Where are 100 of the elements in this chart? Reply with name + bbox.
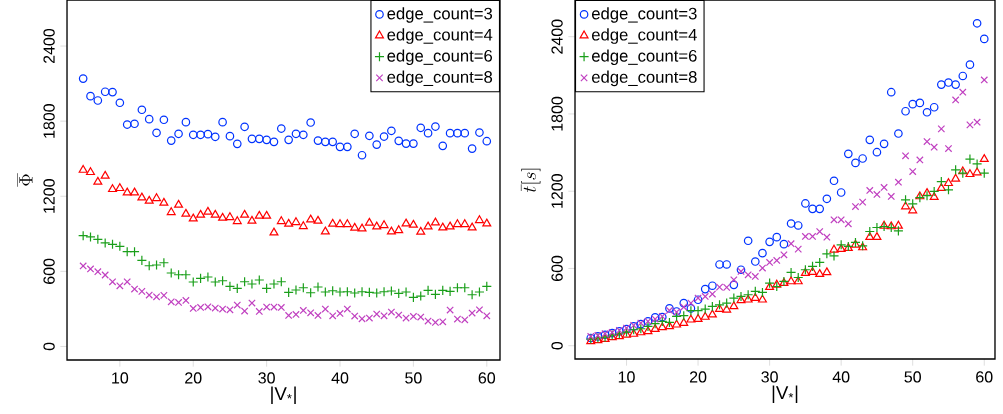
point bbox=[85, 231, 96, 243]
point bbox=[980, 76, 989, 84]
point bbox=[313, 136, 323, 145]
point bbox=[972, 167, 982, 176]
x-tick-label: 30 bbox=[258, 372, 275, 384]
y-tick-label: 0 bbox=[43, 342, 55, 351]
point bbox=[320, 226, 330, 235]
y-tick-label: 1200 bbox=[43, 179, 55, 213]
point bbox=[858, 198, 867, 206]
point bbox=[85, 167, 96, 176]
point bbox=[195, 273, 206, 284]
point bbox=[865, 232, 875, 241]
point bbox=[736, 295, 746, 304]
point bbox=[951, 173, 961, 182]
y-tick-label: 600 bbox=[43, 258, 55, 284]
point bbox=[715, 260, 724, 269]
point bbox=[873, 190, 881, 199]
point bbox=[893, 220, 903, 229]
point bbox=[836, 244, 846, 253]
point bbox=[122, 120, 132, 129]
point bbox=[269, 137, 279, 147]
point bbox=[232, 283, 243, 294]
point bbox=[196, 130, 205, 140]
point bbox=[475, 128, 484, 137]
point bbox=[772, 232, 782, 242]
y-axis-title: $\overline{\Phi}$ bbox=[17, 173, 33, 187]
point bbox=[276, 124, 286, 133]
point bbox=[728, 292, 739, 304]
point bbox=[864, 226, 875, 237]
point bbox=[750, 257, 760, 266]
point bbox=[851, 158, 860, 168]
point bbox=[409, 139, 418, 148]
point bbox=[979, 34, 989, 44]
point bbox=[166, 136, 176, 145]
y-tick-label: 600 bbox=[551, 255, 563, 281]
point bbox=[415, 290, 426, 302]
point bbox=[335, 142, 345, 152]
point bbox=[865, 186, 874, 195]
point bbox=[86, 91, 95, 101]
point bbox=[188, 130, 198, 140]
point bbox=[401, 218, 411, 227]
point bbox=[780, 251, 788, 259]
point bbox=[430, 217, 440, 226]
point bbox=[262, 135, 271, 145]
point bbox=[872, 232, 882, 241]
point bbox=[979, 168, 990, 179]
point bbox=[446, 306, 454, 314]
point bbox=[328, 218, 338, 227]
point bbox=[793, 276, 803, 285]
point bbox=[357, 223, 367, 232]
point bbox=[679, 317, 689, 326]
x-tick-label: 50 bbox=[904, 371, 921, 383]
point bbox=[922, 107, 932, 117]
point bbox=[828, 250, 840, 261]
point bbox=[159, 197, 169, 206]
x-axis-title: |V$_{*}$| bbox=[772, 385, 798, 403]
point bbox=[276, 276, 287, 287]
point bbox=[210, 132, 220, 142]
point bbox=[386, 285, 397, 297]
point bbox=[944, 78, 953, 87]
point bbox=[416, 123, 426, 133]
point bbox=[394, 136, 404, 146]
point bbox=[672, 319, 682, 328]
point bbox=[729, 301, 739, 310]
point bbox=[958, 88, 967, 96]
point bbox=[858, 154, 867, 163]
point bbox=[936, 176, 947, 187]
point bbox=[240, 209, 250, 218]
point bbox=[843, 149, 853, 159]
point bbox=[916, 156, 924, 164]
point bbox=[844, 219, 853, 228]
point bbox=[180, 269, 192, 280]
point bbox=[700, 303, 711, 315]
point bbox=[929, 192, 939, 200]
legend-label: edge_count=8 bbox=[387, 70, 493, 87]
point bbox=[730, 275, 738, 284]
point bbox=[298, 221, 308, 230]
point bbox=[239, 276, 250, 287]
point bbox=[700, 284, 710, 294]
point bbox=[880, 183, 888, 192]
y-tick-label: 1800 bbox=[551, 96, 563, 131]
point bbox=[116, 281, 124, 290]
point bbox=[408, 219, 418, 228]
point bbox=[246, 278, 258, 290]
point bbox=[342, 286, 353, 297]
y-tick-label: 0 bbox=[551, 341, 563, 350]
point bbox=[248, 299, 256, 307]
point bbox=[894, 178, 903, 186]
point bbox=[283, 287, 294, 298]
point bbox=[807, 261, 818, 272]
point bbox=[108, 87, 117, 97]
point bbox=[757, 287, 768, 298]
point bbox=[459, 282, 470, 293]
point bbox=[460, 128, 470, 138]
point bbox=[636, 327, 646, 336]
point bbox=[887, 192, 896, 201]
point bbox=[100, 87, 110, 97]
x-tick-label: 20 bbox=[689, 371, 707, 383]
point bbox=[188, 276, 199, 288]
point bbox=[481, 281, 492, 292]
